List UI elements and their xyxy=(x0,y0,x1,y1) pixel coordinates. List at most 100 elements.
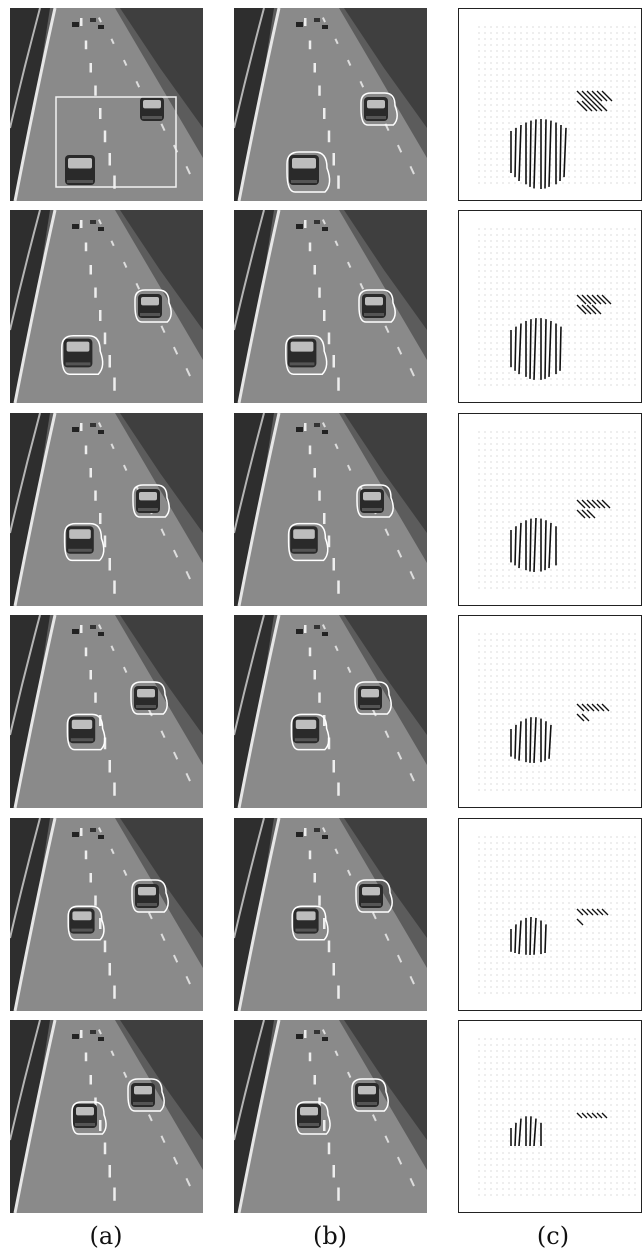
motion-vector xyxy=(596,90,608,102)
motion-vector xyxy=(581,499,591,509)
flow-field-5 xyxy=(458,818,642,1011)
contour xyxy=(290,713,330,751)
frame-a-4 xyxy=(10,615,203,808)
motion-vector xyxy=(581,100,593,112)
motion-vector xyxy=(591,304,602,315)
flow-field-1-plot xyxy=(478,26,636,189)
motion-vector xyxy=(533,119,537,189)
contour xyxy=(291,905,329,941)
frame-b-1-image xyxy=(234,8,427,201)
motion-vector xyxy=(576,703,585,712)
motion-vector xyxy=(601,703,610,712)
contour xyxy=(71,1101,107,1135)
motion-vector xyxy=(576,509,586,519)
motion-vector xyxy=(544,721,547,761)
contour xyxy=(295,1101,331,1135)
motion-vector xyxy=(586,90,598,102)
motion-vector xyxy=(559,326,562,371)
flow-field-3 xyxy=(458,413,642,606)
caption-a: (a) xyxy=(89,1222,123,1250)
motion-vector xyxy=(576,499,586,509)
contour xyxy=(130,681,168,715)
motion-vector xyxy=(559,124,562,182)
motion-vector xyxy=(533,917,537,955)
motion-vector xyxy=(581,713,590,722)
motion-vector xyxy=(576,1112,583,1119)
frame-a-5-image xyxy=(10,818,203,1011)
motion-vector xyxy=(576,908,584,916)
frame-a-3-image xyxy=(10,413,203,606)
frame-b-1 xyxy=(234,8,427,201)
contour xyxy=(286,151,331,193)
motion-vector xyxy=(591,294,602,305)
motion-vector xyxy=(576,294,587,305)
flow-field-3-plot xyxy=(478,431,636,589)
caption-b: (b) xyxy=(312,1222,348,1250)
motion-vector xyxy=(533,517,537,573)
motion-vector xyxy=(514,127,517,178)
motion-vector xyxy=(581,304,592,315)
motion-vector xyxy=(586,703,595,712)
motion-vector xyxy=(533,717,537,763)
flow-field-6 xyxy=(458,1020,642,1213)
motion-vector xyxy=(586,499,596,509)
motion-vector xyxy=(576,304,587,315)
contour xyxy=(132,484,170,518)
motion-vector xyxy=(591,1112,598,1119)
motion-vector xyxy=(518,920,522,955)
motion-vector xyxy=(533,318,537,380)
motion-vector xyxy=(591,100,603,112)
contour xyxy=(360,92,398,126)
motion-vector xyxy=(576,713,585,722)
selection-box xyxy=(55,96,177,188)
frame-b-4 xyxy=(234,615,427,808)
frame-a-6 xyxy=(10,1020,203,1213)
flow-field-2-plot xyxy=(478,228,636,386)
motion-vector xyxy=(518,323,522,375)
frame-b-2 xyxy=(234,210,427,403)
motion-vector xyxy=(586,1112,593,1119)
contour xyxy=(63,522,105,562)
motion-vector xyxy=(586,509,596,519)
motion-vector xyxy=(533,1118,537,1147)
contour xyxy=(358,289,396,323)
motion-vector xyxy=(581,1112,588,1119)
motion-vector xyxy=(514,924,517,954)
motion-vector xyxy=(596,499,606,509)
motion-vector xyxy=(591,90,603,102)
motion-vector xyxy=(576,100,588,112)
frame-a-2-image xyxy=(10,210,203,403)
motion-vector xyxy=(529,717,532,763)
motion-vector xyxy=(586,294,597,305)
flow-field-2 xyxy=(458,210,642,403)
motion-vector xyxy=(591,499,601,509)
motion-vector xyxy=(601,90,613,102)
contour xyxy=(67,905,105,941)
motion-vector xyxy=(581,90,593,102)
frame-a-1-image xyxy=(10,8,203,201)
flow-field-4 xyxy=(458,615,642,808)
frame-a-4-image xyxy=(10,615,203,808)
contour xyxy=(61,335,104,375)
flow-field-1 xyxy=(458,8,642,201)
frame-a-2 xyxy=(10,210,203,403)
motion-vector xyxy=(581,509,591,519)
motion-vector xyxy=(586,908,594,916)
contour xyxy=(355,879,393,913)
motion-vector xyxy=(548,522,552,569)
contour xyxy=(351,1078,389,1112)
motion-vector xyxy=(514,326,517,371)
contour xyxy=(66,713,106,751)
motion-vector xyxy=(601,294,612,305)
motion-vector xyxy=(518,721,522,761)
contour xyxy=(356,484,394,518)
frame-a-6-image xyxy=(10,1020,203,1213)
motion-vector xyxy=(514,1122,517,1147)
motion-vector xyxy=(596,294,607,305)
motion-vector xyxy=(548,120,552,187)
motion-vector xyxy=(514,724,517,759)
motion-vector xyxy=(601,1112,608,1119)
motion-vector xyxy=(518,124,522,182)
contour xyxy=(354,681,392,715)
contour xyxy=(285,335,328,375)
